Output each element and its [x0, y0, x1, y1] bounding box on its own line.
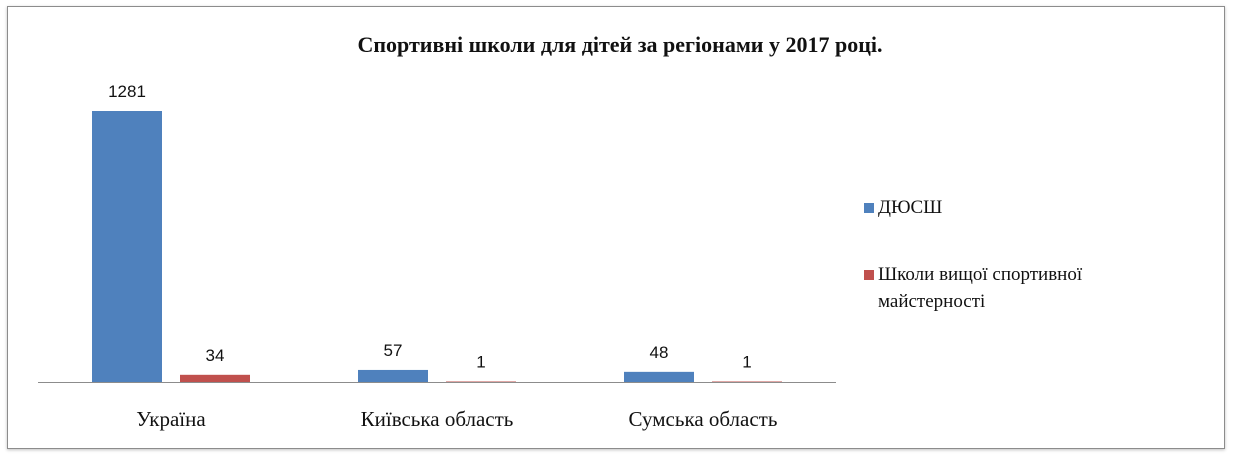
- plot-area: 1281 34 Україна 57 1 Київська область 48 1 Сумсь…: [38, 82, 836, 431]
- bar-shvsm-0: [180, 374, 250, 382]
- bar-dyussh-2: [624, 371, 694, 382]
- bar-dyussh-0: [92, 111, 162, 382]
- legend-label: ДЮСШ: [878, 197, 942, 218]
- legend-label: Школи вищої спортивної: [878, 264, 1083, 285]
- category-label: Сумська область: [629, 407, 778, 431]
- bar-shvsm-2: [712, 381, 782, 382]
- chart-title: Спортивні школи для дітей за регіонами у…: [357, 32, 882, 57]
- legend-label: майстерності: [878, 291, 985, 312]
- category-label: Київська область: [361, 407, 514, 431]
- bar-shvsm-1: [446, 381, 516, 382]
- data-label: 57: [384, 341, 403, 360]
- data-label: 1281: [108, 82, 146, 101]
- data-label: 34: [206, 346, 225, 365]
- legend: ДЮСШ Школи вищої спортивної майстерності: [864, 197, 1083, 312]
- legend-swatch: [864, 270, 874, 280]
- category-label: Україна: [136, 407, 206, 431]
- data-label: 1: [476, 353, 485, 372]
- data-label: 1: [742, 353, 751, 372]
- bar-dyussh-1: [358, 369, 428, 382]
- data-label: 48: [650, 343, 669, 362]
- legend-swatch: [864, 203, 874, 213]
